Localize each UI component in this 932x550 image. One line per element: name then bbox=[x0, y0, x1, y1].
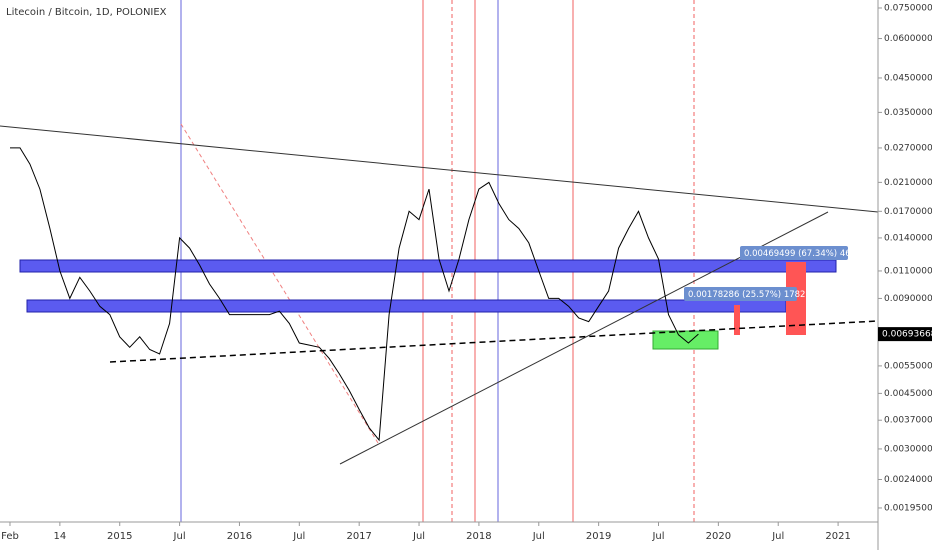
measure-box bbox=[740, 246, 848, 260]
x-tick-label: 2018 bbox=[466, 531, 491, 542]
x-tick-label: 2017 bbox=[346, 531, 371, 542]
price-line bbox=[10, 147, 699, 442]
x-tick-label: Jul bbox=[412, 531, 425, 542]
x-tick-label: Jul bbox=[173, 531, 186, 542]
y-tick-label: 0.00195000 bbox=[884, 503, 932, 513]
x-tick-label: Jul bbox=[292, 531, 305, 542]
x-tick-label: 2020 bbox=[706, 531, 731, 542]
x-tick-label: Jul bbox=[651, 531, 664, 542]
x-tick-label: Jul bbox=[532, 531, 545, 542]
last-price-box bbox=[878, 327, 932, 342]
last-price-label: 0.00693668 bbox=[882, 330, 932, 340]
measure-label: 0.00178286 (25.57%) 17828 bbox=[688, 290, 811, 300]
measure-label: 0.00469499 (67.34%) 469499 bbox=[744, 249, 872, 259]
resistance-band bbox=[19, 259, 837, 273]
trendline bbox=[0, 125, 879, 213]
x-tick-label: 2016 bbox=[227, 531, 252, 542]
x-tick-label: 2019 bbox=[586, 531, 611, 542]
x-tick-label: Feb bbox=[1, 531, 19, 542]
x-tick-label: 14 bbox=[53, 531, 66, 542]
x-tick-label: 2021 bbox=[825, 531, 850, 542]
x-tick-label: Jul bbox=[771, 531, 784, 542]
x-tick-label: 2015 bbox=[107, 531, 132, 542]
measure-box bbox=[684, 287, 797, 301]
chart-title: Litecoin / Bitcoin, 1D, POLONIEX bbox=[6, 7, 167, 18]
red-box bbox=[734, 305, 740, 335]
trendline bbox=[109, 320, 879, 363]
support-band bbox=[26, 299, 787, 313]
